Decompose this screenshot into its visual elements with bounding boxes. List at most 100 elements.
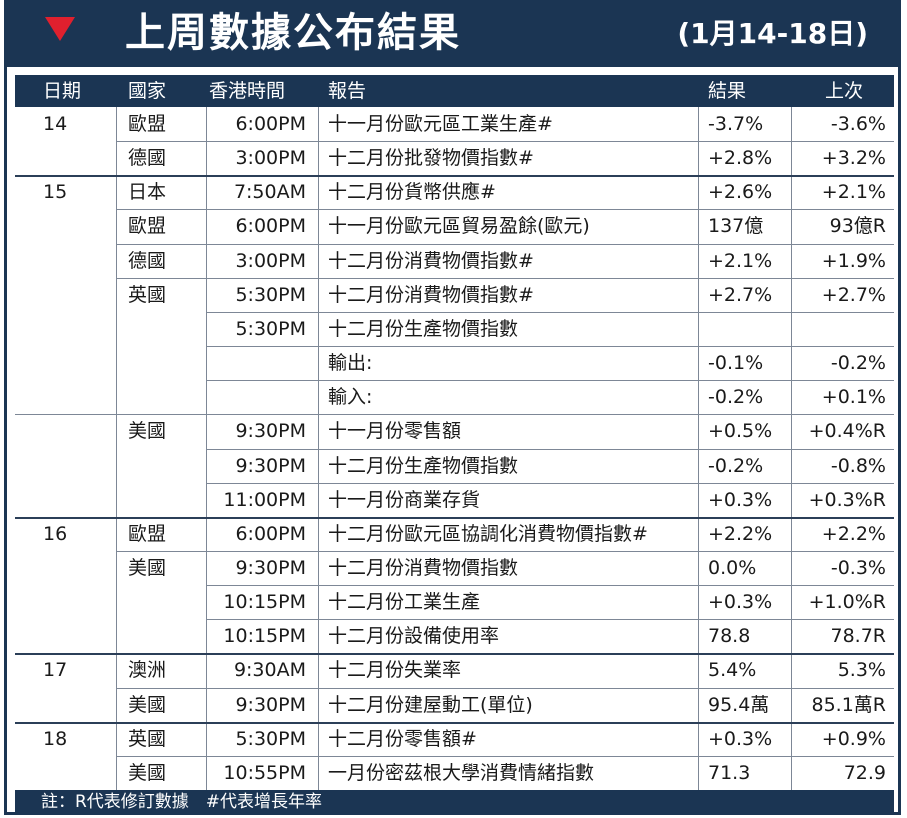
row-divider [206, 448, 894, 450]
table-row: 英國 5:30PM 十二月份消費物價指數# +2.7% +2.7% [15, 278, 894, 312]
cell-time: 7:50AM [233, 181, 306, 204]
cell-report: 十二月份建屋動工(單位) [328, 693, 533, 716]
row-divider [206, 619, 894, 621]
cell-previous [808, 312, 886, 346]
cell-previous: 93億R [829, 215, 886, 238]
cell-previous: -0.2% [830, 352, 886, 375]
cell-report: 十二月份消費物價指數# [328, 283, 534, 306]
cell-result: -3.7% [708, 113, 764, 135]
cell-result: +2.2% [708, 522, 773, 545]
cell-time: 6:00PM [235, 522, 306, 545]
cell-country: 美國 [128, 556, 167, 579]
column-header-country: 國家 [128, 80, 167, 102]
cell-time: 10:15PM [223, 625, 306, 648]
cell-country [128, 449, 198, 483]
cell-report: 十一月份零售額 [328, 420, 462, 443]
row-divider [116, 687, 894, 689]
cell-time: 5:30PM [235, 317, 306, 340]
cell-date [43, 209, 113, 243]
cell-report: 十二月份消費物價指數# [328, 249, 534, 272]
table-row: 14 歐盟 6:00PM 十一月份歐元區工業生產# -3.7% -3.6% [15, 107, 894, 141]
table-row: 美國 9:30PM 十二月份消費物價指數 0.0% -0.3% [15, 551, 894, 585]
cell-previous: -3.6% [830, 113, 886, 135]
cell-date: 16 [43, 522, 68, 545]
cell-country: 英國 [128, 727, 167, 750]
row-divider [206, 482, 894, 484]
column-header-previous: 上次 [825, 80, 864, 102]
cell-time: 3:00PM [235, 249, 306, 272]
cell-report: 十二月份批發物價指數# [328, 147, 534, 170]
cell-time: 6:00PM [235, 215, 306, 238]
cell-previous: +0.3%R [808, 488, 886, 511]
cell-report: 十二月份失業率 [328, 659, 462, 682]
row-divider [206, 311, 894, 313]
cell-report: 十二月份工業生產 [328, 591, 481, 614]
cell-result: +2.1% [708, 249, 773, 272]
cell-result: +2.7% [708, 283, 773, 306]
date-group-divider [15, 175, 894, 178]
row-divider [116, 277, 894, 279]
table-row: 美國 9:30PM 十二月份建屋動工(單位) 95.4萬 85.1萬R [15, 688, 894, 722]
cell-country: 德國 [128, 147, 167, 170]
cell-previous: 72.9 [843, 761, 886, 784]
cell-report: 十一月份歐元區工業生產# [328, 113, 553, 135]
table-row: 美國 9:30PM 十一月份零售額 +0.5% +0.4%R [15, 414, 894, 448]
cell-report: 十二月份零售額# [328, 727, 477, 750]
cell-country: 美國 [128, 693, 167, 716]
cell-result: +0.3% [708, 591, 773, 614]
cell-previous: -0.3% [830, 556, 886, 579]
table-row: 輸出: -0.1% -0.2% [15, 346, 894, 380]
cell-date: 17 [43, 659, 68, 682]
cell-country: 美國 [128, 420, 167, 443]
cell-country [128, 312, 198, 346]
cell-result: 78.8 [708, 625, 751, 648]
column-divider [116, 107, 117, 790]
cell-country: 美國 [128, 761, 167, 784]
cell-previous: 85.1萬R [811, 693, 886, 716]
table-row: 16 歐盟 6:00PM 十二月份歐元區協調化消費物價指數# +2.2% +2.2% [15, 517, 894, 551]
table-header: 日期 國家 香港時間 報告 結果 上次 [15, 75, 894, 107]
cell-report: 十二月份生產物價指數 [328, 454, 519, 477]
cell-time: 3:00PM [235, 147, 306, 170]
cell-report: 十二月份貨幣供應# [328, 181, 496, 204]
cell-time: 9:30PM [235, 454, 306, 477]
cell-country [128, 619, 198, 653]
cell-report: 輸出: [328, 352, 373, 375]
cell-previous: +2.1% [821, 181, 886, 204]
cell-country: 歐盟 [128, 522, 167, 545]
cell-time: 9:30AM [233, 659, 306, 682]
footer: 註：R代表修訂數據 #代表增長年率 [15, 790, 894, 812]
cell-result [708, 312, 798, 346]
cell-time [206, 346, 306, 380]
cell-date: 14 [43, 113, 68, 135]
cell-previous: -0.8% [830, 454, 886, 477]
row-divider [206, 585, 894, 587]
title-bar: 上周數據公布結果 (1月14-18日) [7, 3, 898, 67]
column-header-time: 香港時間 [209, 80, 286, 102]
cell-country: 德國 [128, 249, 167, 272]
table-row: 5:30PM 十二月份生產物價指數 [15, 312, 894, 346]
cell-time: 9:30PM [235, 420, 306, 443]
cell-country: 澳洲 [128, 659, 167, 682]
column-header-report: 報告 [328, 80, 367, 102]
cell-previous: +1.0%R [808, 591, 886, 614]
cell-time: 5:30PM [235, 727, 306, 750]
cell-country [128, 380, 198, 414]
cell-previous: +0.1% [821, 386, 886, 409]
down-triangle-icon [45, 17, 75, 41]
cell-time: 6:00PM [235, 113, 306, 135]
date-group-divider [15, 721, 894, 724]
cell-previous: +2.7% [821, 283, 886, 306]
cell-country: 歐盟 [128, 113, 167, 135]
cell-previous: +3.2% [821, 147, 886, 170]
table-row: 11:00PM 十一月份商業存貨 +0.3% +0.3%R [15, 483, 894, 517]
cell-time: 9:30PM [235, 556, 306, 579]
cell-report: 十二月份消費物價指數 [328, 556, 519, 579]
cell-result: +0.3% [708, 727, 773, 750]
cell-date [43, 585, 113, 619]
cell-result: 5.4% [708, 659, 757, 682]
cell-country [128, 483, 198, 517]
column-header-result: 結果 [708, 80, 747, 102]
cell-date [43, 551, 113, 585]
cell-report: 十一月份歐元區貿易盈餘(歐元) [328, 215, 590, 238]
